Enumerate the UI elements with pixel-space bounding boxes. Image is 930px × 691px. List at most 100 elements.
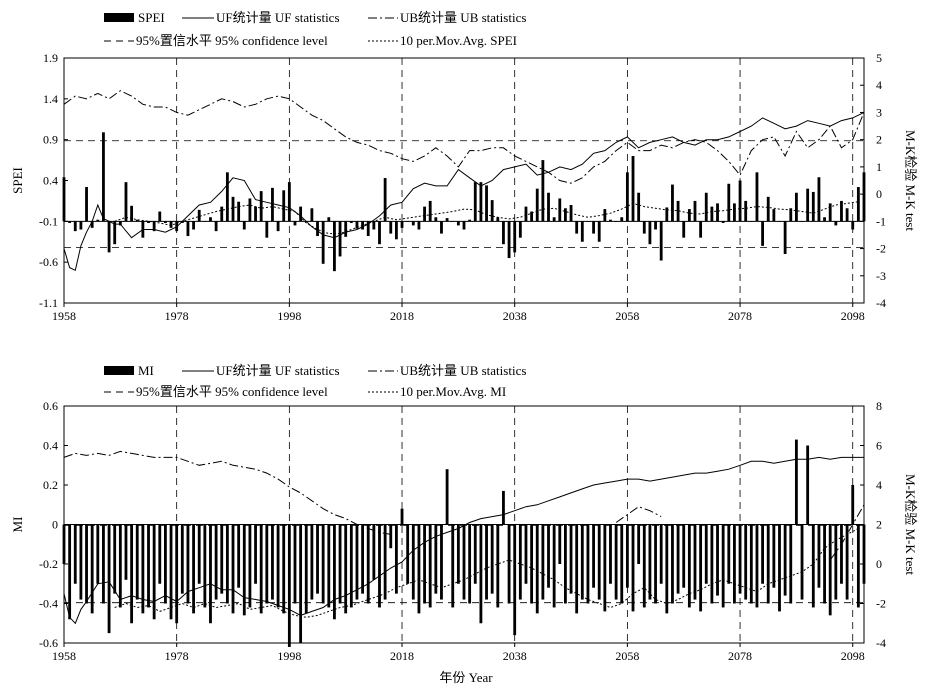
y2-tick-label: 8: [876, 399, 882, 413]
data-bar: [96, 524, 100, 584]
data-bar: [383, 524, 387, 600]
data-bar: [135, 524, 139, 600]
legend-bar-swatch: [104, 13, 134, 22]
data-bar: [394, 221, 398, 240]
data-bar: [631, 156, 635, 222]
data-bar: [851, 485, 855, 525]
data-bar: [231, 524, 235, 614]
data-bar: [710, 524, 714, 604]
data-bar: [440, 221, 443, 234]
data-bar: [113, 524, 117, 594]
data-bar: [271, 187, 274, 222]
data-bar: [254, 206, 257, 222]
data-bar: [265, 524, 269, 604]
y-tick-label: 1.9: [43, 51, 58, 65]
data-bar: [225, 524, 229, 604]
x-tick-label: 2038: [503, 649, 527, 663]
x-tick-label: 2058: [615, 309, 639, 323]
y2-tick-label: -1: [876, 214, 886, 228]
x-tick-label: 2098: [841, 309, 865, 323]
data-bar: [654, 221, 657, 230]
data-bar: [659, 524, 663, 584]
data-bar: [738, 180, 742, 222]
data-bar: [569, 524, 573, 594]
moving-average-line: [114, 528, 859, 618]
data-bar: [862, 524, 866, 584]
data-bar: [733, 524, 736, 604]
y2-tick-label: 2: [876, 518, 882, 532]
data-bar: [642, 524, 646, 608]
data-bar: [609, 219, 612, 222]
data-bar: [659, 221, 663, 261]
x-tick-label: 2018: [390, 649, 414, 663]
data-bar: [73, 524, 77, 584]
data-bar: [68, 524, 72, 620]
data-bar: [124, 182, 128, 222]
data-bar: [558, 524, 562, 564]
data-bar: [671, 524, 674, 604]
data-bar: [817, 177, 821, 222]
data-bar: [552, 524, 556, 608]
data-bar: [242, 221, 246, 230]
data-bar: [214, 221, 218, 232]
data-bar: [462, 524, 466, 600]
data-bar: [761, 221, 764, 246]
data-bar: [716, 203, 719, 222]
data-bar: [259, 191, 263, 222]
legend-ub-label: UB统计量 UB statistics: [400, 10, 526, 25]
legend-bar-swatch: [104, 366, 134, 375]
legend-uf-label: UF统计量 UF statistics: [216, 10, 340, 25]
data-bar: [186, 221, 190, 237]
data-bar: [451, 221, 455, 222]
data-bar: [518, 524, 522, 600]
data-bar: [299, 206, 303, 222]
data-bar: [637, 192, 641, 222]
data-bar: [513, 524, 517, 636]
ub-line: [829, 504, 865, 561]
y2-tick-label: -4: [876, 296, 886, 310]
data-bar: [631, 524, 635, 612]
data-bar: [840, 524, 843, 584]
data-bar: [687, 524, 691, 608]
data-bar: [564, 524, 567, 604]
data-bar: [564, 208, 567, 222]
y-tick-label: 0.2: [43, 478, 58, 492]
data-bar: [158, 211, 162, 222]
data-bar: [778, 221, 781, 222]
data-bar: [293, 221, 297, 226]
data-bar: [597, 221, 601, 242]
data-bar: [840, 200, 843, 222]
data-bar: [496, 217, 500, 222]
data-bar: [682, 221, 686, 238]
x-tick-label: 1958: [52, 649, 76, 663]
data-bar: [625, 524, 629, 588]
x-tick-label: 2078: [728, 649, 752, 663]
uf-line: [63, 111, 865, 272]
data-bar: [665, 524, 669, 614]
data-bar: [794, 192, 798, 222]
data-bar: [682, 524, 686, 588]
data-bar: [378, 524, 381, 608]
data-bar: [744, 200, 748, 222]
data-bar: [406, 221, 410, 222]
data-bar: [147, 524, 150, 608]
data-bar: [192, 221, 195, 230]
data-bar: [851, 221, 855, 230]
data-bar: [169, 221, 173, 228]
data-bar: [609, 524, 612, 584]
data-bar: [473, 182, 477, 222]
ub-line: [615, 506, 662, 523]
data-bar: [580, 524, 584, 600]
data-bar: [834, 524, 838, 600]
data-bar: [378, 221, 381, 245]
x-tick-label: 2038: [503, 309, 527, 323]
data-bar: [749, 524, 753, 604]
data-bar: [744, 524, 748, 600]
data-bar: [789, 524, 793, 604]
data-bar: [654, 524, 657, 604]
data-bar: [473, 524, 477, 584]
y-tick-label: -0.6: [39, 636, 58, 650]
data-bar: [321, 524, 325, 604]
data-bar: [614, 221, 618, 222]
